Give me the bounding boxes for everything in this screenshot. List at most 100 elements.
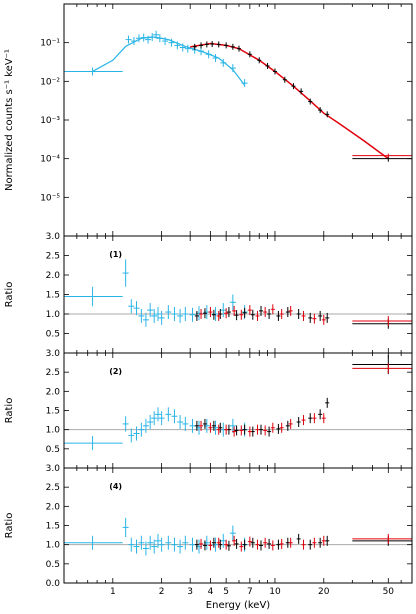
y-tick-label: 2.0 bbox=[46, 502, 61, 512]
black-point-12 bbox=[296, 533, 301, 544]
black-point-8 bbox=[247, 51, 252, 58]
black-point-14 bbox=[318, 409, 323, 420]
cyan-point-8 bbox=[156, 34, 163, 43]
black-point-7 bbox=[250, 537, 255, 548]
black-point-12 bbox=[282, 76, 287, 83]
cyan-point-3 bbox=[133, 539, 140, 554]
y-tick-label: 3.0 bbox=[46, 232, 61, 242]
cyan-point-18 bbox=[220, 533, 227, 548]
cyan-point-17 bbox=[212, 54, 219, 63]
red-point-6 bbox=[247, 426, 252, 437]
black-point-9 bbox=[257, 57, 262, 64]
black-point-18 bbox=[352, 155, 412, 162]
black-point-0 bbox=[194, 539, 199, 550]
panel-label: (2) bbox=[109, 367, 122, 376]
red-point-10 bbox=[279, 422, 284, 433]
plot-area-ratio1 bbox=[64, 259, 412, 329]
black-point-7 bbox=[250, 309, 255, 320]
red-point-11 bbox=[288, 418, 293, 429]
black-point-8 bbox=[258, 424, 263, 435]
red-point-15 bbox=[352, 316, 412, 327]
cyan-point-11 bbox=[174, 41, 181, 50]
red-point-6 bbox=[247, 305, 252, 316]
black-point-15 bbox=[325, 312, 330, 323]
black-point-13 bbox=[308, 539, 313, 550]
black-point-6 bbox=[230, 43, 235, 50]
cyan-point-5 bbox=[145, 35, 152, 44]
y-axis-label: Ratio bbox=[4, 282, 15, 308]
cyan-point-12 bbox=[179, 43, 186, 52]
cyan-point-7 bbox=[151, 411, 158, 426]
black-point-10 bbox=[265, 62, 270, 69]
black-point-1 bbox=[202, 540, 207, 551]
cyan-point-1 bbox=[122, 259, 129, 287]
red-point-9 bbox=[270, 304, 275, 315]
cyan-point-11 bbox=[171, 307, 178, 321]
cyan-point-14 bbox=[189, 307, 196, 322]
black-point-14 bbox=[299, 88, 304, 95]
black-point-16 bbox=[318, 107, 323, 114]
y-tick-label: 2.5 bbox=[46, 483, 60, 493]
cyan-point-2 bbox=[128, 428, 135, 443]
y-tick-label: 1.5 bbox=[46, 291, 60, 301]
cyan-point-10 bbox=[165, 305, 172, 320]
red-point-14 bbox=[321, 314, 326, 325]
cyan-point-1 bbox=[122, 517, 129, 537]
black-point-3 bbox=[210, 41, 215, 48]
panel-ratio2: 0.5 1.0 1.5 2.0 2.5 3.0 Ratio (2) bbox=[4, 349, 413, 469]
cyan-point-2 bbox=[130, 37, 137, 46]
red-point-4 bbox=[232, 426, 237, 437]
panel-ratio4: 0.0 0.5 1.0 1.5 2.0 2.5 3.0 Ratio (4) bbox=[4, 464, 413, 589]
red-point-4 bbox=[232, 305, 237, 316]
red-point-5 bbox=[239, 541, 244, 552]
red-point-3 bbox=[224, 308, 229, 319]
cyan-point-13 bbox=[182, 307, 189, 321]
red-point-5 bbox=[239, 425, 244, 436]
black-point-12 bbox=[296, 417, 301, 427]
red-point-6 bbox=[247, 536, 252, 547]
red-point-4 bbox=[232, 535, 237, 546]
red-point-13 bbox=[312, 413, 317, 424]
cyan-point-19 bbox=[229, 64, 236, 73]
black-point-6 bbox=[242, 539, 247, 550]
cyan-point-7 bbox=[153, 30, 160, 39]
black-point-15 bbox=[325, 397, 330, 408]
red-point-10 bbox=[279, 309, 284, 319]
black-point-16 bbox=[352, 318, 412, 329]
red-point-1 bbox=[208, 307, 213, 318]
cyan-point-3 bbox=[133, 426, 140, 441]
red-point-2 bbox=[216, 537, 221, 548]
black-point-11 bbox=[285, 420, 290, 431]
cyan-point-6 bbox=[147, 535, 154, 550]
red-point-7 bbox=[255, 539, 260, 550]
cyan-point-18 bbox=[220, 58, 227, 67]
black-point-0 bbox=[194, 310, 199, 321]
cyan-point-9 bbox=[158, 310, 165, 325]
cyan-point-0 bbox=[64, 67, 123, 76]
black-point-5 bbox=[234, 538, 239, 549]
cyan-point-0 bbox=[64, 436, 123, 451]
red-point-2 bbox=[216, 424, 221, 435]
red-point-13 bbox=[312, 313, 317, 324]
red-point-13 bbox=[312, 537, 317, 548]
y-tick-label: 0.0 bbox=[46, 579, 61, 589]
y-tick-label: 10⁻² bbox=[40, 77, 60, 87]
black-point-8 bbox=[258, 305, 263, 316]
x-tick-label: 7 bbox=[247, 587, 253, 597]
black-point-1 bbox=[202, 418, 207, 429]
plot-area-ratio4 bbox=[64, 517, 412, 556]
black-point-8 bbox=[258, 540, 263, 551]
y-tick-label: 0.5 bbox=[46, 560, 60, 570]
black-point-9 bbox=[267, 426, 272, 437]
black-point-10 bbox=[276, 423, 281, 434]
x-tick-label: 50 bbox=[383, 587, 395, 597]
cyan-point-10 bbox=[168, 38, 175, 47]
cyan-point-12 bbox=[177, 539, 184, 554]
black-point-4 bbox=[216, 41, 221, 48]
cyan-point-6 bbox=[147, 415, 154, 429]
red-point-7 bbox=[255, 424, 260, 435]
cyan-point-4 bbox=[138, 422, 145, 437]
red-point-14 bbox=[321, 535, 326, 546]
black-point-13 bbox=[308, 413, 313, 424]
red-point-8 bbox=[263, 537, 268, 548]
